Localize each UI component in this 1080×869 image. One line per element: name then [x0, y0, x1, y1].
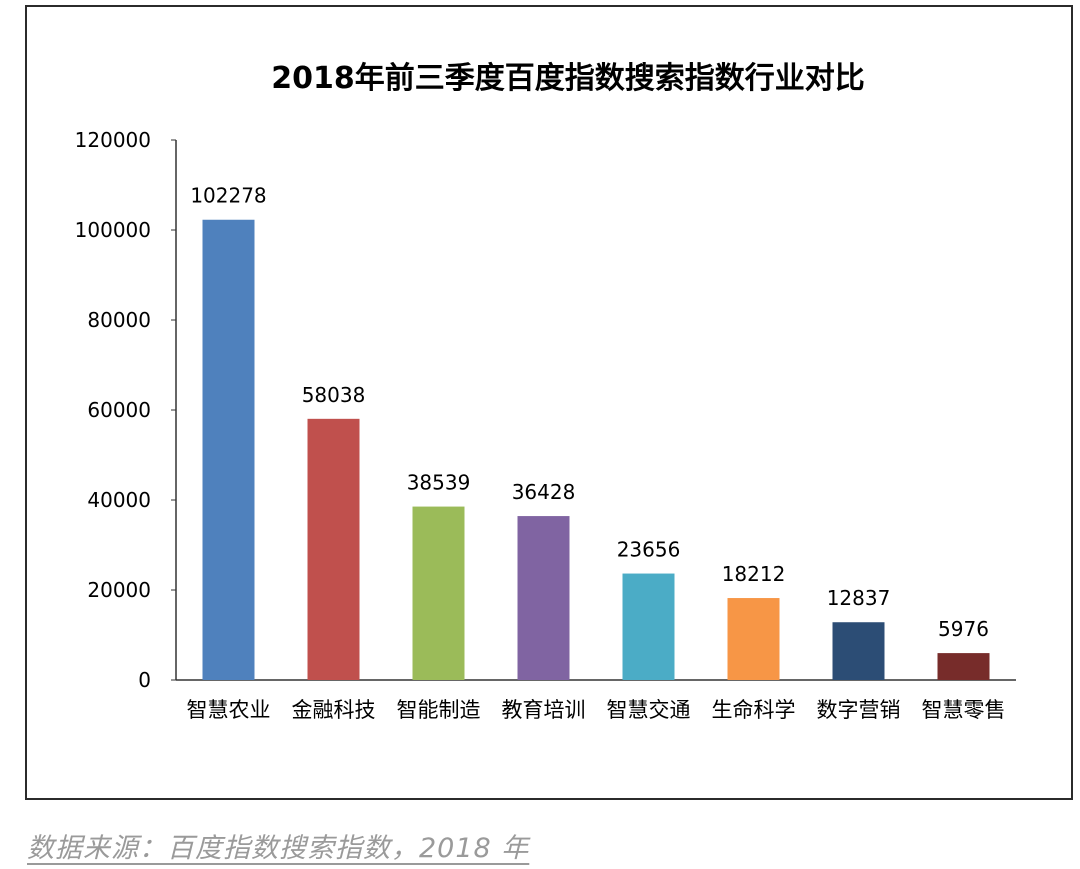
y-tick-label: 40000	[87, 488, 151, 512]
bar	[832, 622, 885, 680]
x-category-label: 智慧零售	[922, 698, 1006, 722]
bar-value-label: 102278	[190, 184, 266, 208]
x-category-label: 金融科技	[292, 698, 376, 722]
bars	[202, 219, 990, 680]
y-tick-label: 0	[138, 668, 151, 692]
bar	[307, 418, 360, 680]
x-category-label: 智慧农业	[187, 698, 271, 722]
bar-value-label: 38539	[407, 471, 471, 495]
y-tick-label: 60000	[87, 398, 151, 422]
value-labels: 102278 58038 38539 36428 23656 18212 12837 5976	[190, 184, 989, 641]
bar	[202, 219, 255, 680]
y-tick-label: 120000	[75, 128, 151, 152]
bar	[622, 573, 675, 680]
y-tick-label: 80000	[87, 308, 151, 332]
bar-value-label: 58038	[302, 383, 366, 407]
x-category-label: 教育培训	[502, 698, 586, 722]
y-tick-label: 20000	[87, 578, 151, 602]
y-axis-ticks: 0 20000 40000 60000 80000 100000 120000	[75, 128, 176, 692]
bar-value-label: 12837	[827, 586, 891, 610]
chart-title: 2018年前三季度百度指数搜索指数行业对比	[271, 61, 865, 96]
bar	[937, 653, 990, 680]
bar-value-label: 36428	[512, 480, 576, 504]
x-category-label: 生命科学	[712, 698, 796, 722]
bar-value-label: 23656	[617, 538, 681, 562]
y-tick-label: 100000	[75, 218, 151, 242]
source-note: 数据来源：百度指数搜索指数，2018 年	[27, 833, 530, 864]
x-category-label: 智能制造	[397, 698, 481, 722]
bar-value-label: 5976	[938, 617, 989, 641]
category-labels: 智慧农业 金融科技 智能制造 教育培训 智慧交通 生命科学 数字营销 智慧零售	[187, 698, 1006, 722]
bar	[517, 516, 570, 680]
bar	[727, 598, 780, 680]
x-category-label: 数字营销	[817, 698, 901, 722]
x-category-label: 智慧交通	[607, 698, 691, 722]
bar-value-label: 18212	[722, 562, 786, 586]
bar	[412, 506, 465, 680]
